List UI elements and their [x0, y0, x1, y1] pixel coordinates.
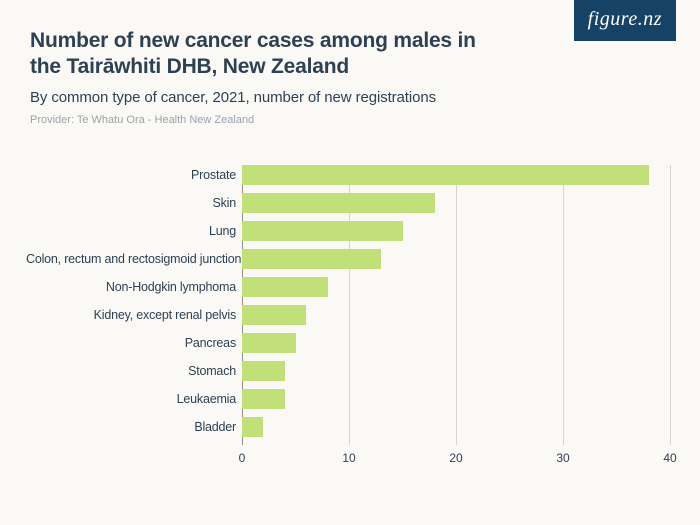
chart-title: Number of new cancer cases among males i…: [30, 28, 530, 81]
title-line-2: the Tairāwhiti DHB, New Zealand: [30, 55, 349, 78]
bar: [242, 165, 649, 185]
bar-label: Stomach: [26, 361, 236, 381]
bar-label: Bladder: [26, 417, 236, 437]
bar-chart: 010203040ProstateSkinLungColon, rectum a…: [30, 165, 670, 485]
bar: [242, 361, 285, 381]
bar: [242, 193, 435, 213]
gridline: [670, 165, 671, 445]
gridline: [456, 165, 457, 445]
bar: [242, 305, 306, 325]
bar-label: Lung: [26, 221, 236, 241]
chart-provider: Provider: Te Whatu Ora - Health New Zeal…: [30, 114, 530, 126]
chart-subtitle: By common type of cancer, 2021, number o…: [30, 89, 530, 106]
bar: [242, 249, 381, 269]
bar-label: Colon, rectum and rectosigmoid junction: [26, 249, 236, 269]
x-tick-label: 20: [449, 451, 462, 465]
bar: [242, 221, 403, 241]
bar-label: Skin: [26, 193, 236, 213]
x-tick-label: 10: [342, 451, 355, 465]
gridline: [563, 165, 564, 445]
x-tick-label: 0: [239, 451, 246, 465]
x-tick-label: 30: [556, 451, 569, 465]
x-tick-label: 40: [663, 451, 676, 465]
bar-label: Kidney, except renal pelvis: [26, 305, 236, 325]
bar-label: Prostate: [26, 165, 236, 185]
bar-label: Non-Hodgkin lymphoma: [26, 277, 236, 297]
bar: [242, 277, 328, 297]
title-line-1: Number of new cancer cases among males i…: [30, 29, 476, 52]
bar: [242, 333, 296, 353]
bar-label: Leukaemia: [26, 389, 236, 409]
figure-nz-logo: figure.nz: [574, 0, 676, 41]
bar: [242, 389, 285, 409]
chart-header: Number of new cancer cases among males i…: [0, 0, 560, 126]
bar-label: Pancreas: [26, 333, 236, 353]
bar: [242, 417, 263, 437]
